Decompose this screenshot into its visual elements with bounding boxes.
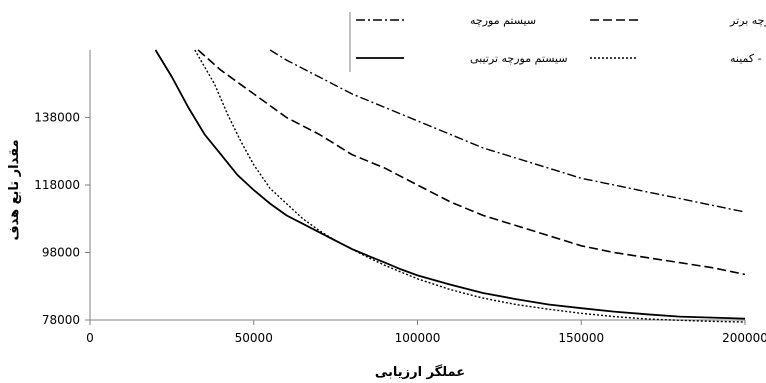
x-tick-label: 200000: [722, 331, 766, 345]
x-axis-title: عملگر ارزیابی: [375, 364, 465, 380]
series-lines: [154, 49, 746, 323]
legend-label-3: سیستم مورچه بیشینه - کمینه: [730, 52, 766, 65]
y-tick-label: 118000: [34, 178, 80, 192]
axes: 0 50000 100000 150000 200000 78000 98000 118000…: [34, 50, 766, 345]
y-tick-label: 138000: [34, 111, 80, 125]
x-tick-label: 0: [86, 331, 94, 345]
y-tick-label: 78000: [42, 313, 80, 327]
series-line-0: [269, 49, 746, 213]
y-tick-label: 98000: [42, 246, 80, 260]
legend: سیستم مورچه سیستم مورچه برتر سیستم مورچه ت…: [349, 12, 766, 72]
series-line-2: [154, 49, 746, 320]
legend-label-0: سیستم مورچه: [470, 14, 536, 27]
legend-label-2: سیستم مورچه ترتیبی: [470, 52, 568, 65]
x-tick-label: 150000: [558, 331, 604, 345]
series-line-1: [197, 49, 746, 276]
x-tick-label: 100000: [395, 331, 441, 345]
x-tick-label: 50000: [235, 331, 273, 345]
series-line-3: [194, 49, 746, 323]
legend-label-1: سیستم مورچه برتر: [729, 14, 766, 27]
y-axis-title: مقدار تابع هدف: [7, 139, 22, 240]
